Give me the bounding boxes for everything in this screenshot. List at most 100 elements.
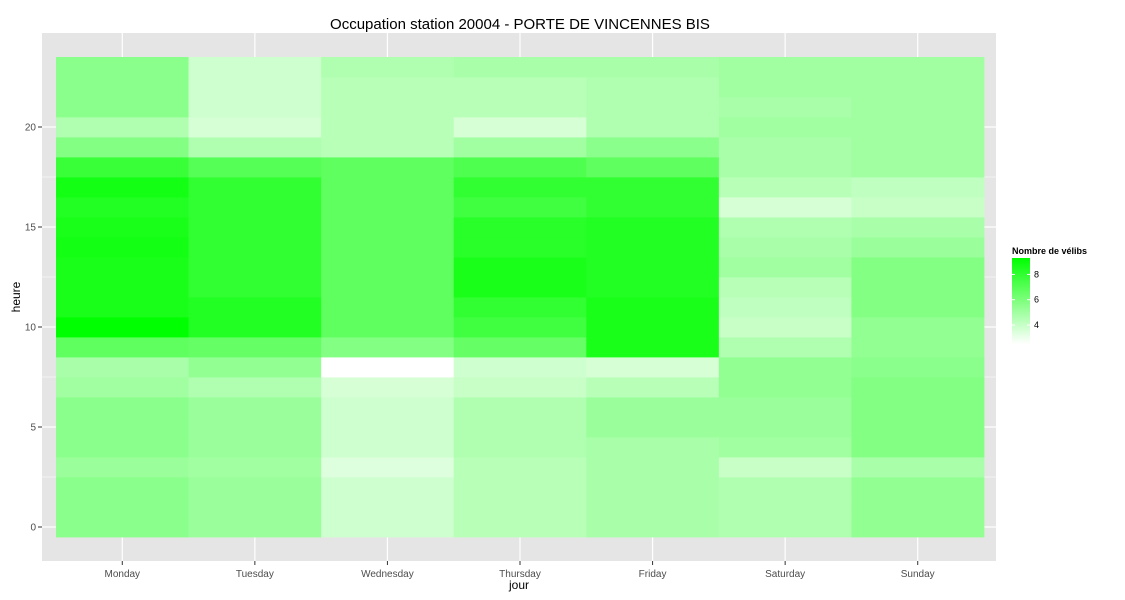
heatmap-cell [188,357,322,378]
heatmap-cell [453,257,587,278]
heatmap-cell [321,137,455,158]
y-tick-label: 10 [25,323,37,334]
heatmap-cell [188,217,322,238]
heatmap-cell [321,477,455,498]
heatmap-cell [851,197,985,218]
x-axis-title: jour [508,578,529,592]
heatmap-cell [321,497,455,518]
heatmap-cell [56,217,189,238]
heatmap-cell [188,257,322,278]
heatmap-cell [188,397,322,418]
heatmap-cell [851,137,985,158]
heatmap-cell [56,157,189,178]
heatmap-cell [851,117,985,138]
y-tick-label: 0 [30,523,36,534]
heatmap-cell [718,397,852,418]
legend: Nombre de vélibs 4 6 8 [1012,246,1087,344]
heatmap-cell [321,157,455,178]
heatmap-cell [188,457,322,478]
heatmap-cell [56,317,189,338]
heatmap-cell [453,177,587,198]
heatmap-cell [851,257,985,278]
heatmap-cell [453,457,587,478]
heatmap-cell [718,197,852,218]
heatmap-cell [718,437,852,458]
legend-colorbar [1012,258,1030,344]
heatmap-cell [188,477,322,498]
heatmap-cell [851,417,985,438]
heatmap-cell [56,377,189,398]
heatmap-cell [586,257,720,278]
heatmap-cell [586,457,720,478]
heatmap-cell [718,157,852,178]
heatmap-cell [851,397,985,418]
heatmap-cell [56,517,189,538]
heatmap-cell [586,477,720,498]
heatmap-cell [56,197,189,218]
heatmap-cell [718,517,852,538]
heatmap-cell [56,57,189,78]
heatmap-cell [718,357,852,378]
heatmap-cell [586,297,720,318]
heatmap-cell [453,277,587,298]
heatmap-cell [56,97,189,118]
heatmap-cell [56,277,189,298]
heatmap-cell [321,337,455,358]
heatmap-cell [586,517,720,538]
heatmap-cell [851,157,985,178]
heatmap-cell [718,297,852,318]
heatmap-cell [188,97,322,118]
x-tick-label: Friday [639,569,667,580]
heatmap-cell [453,137,587,158]
heatmap-cell [718,237,852,258]
heatmap-cell [453,297,587,318]
heatmap-cell [586,97,720,118]
heatmap-cell [188,117,322,138]
heatmap-cell [718,97,852,118]
heatmap-cell [321,317,455,338]
y-axis-title: heure [9,281,23,312]
heatmap-cell [188,137,322,158]
heatmap-cell [851,97,985,118]
y-tick-label: 15 [25,223,37,234]
heatmap-cell [321,77,455,98]
heatmap-cell [321,517,455,538]
heatmap-cell [453,197,587,218]
heatmap-cell [321,297,455,318]
chart-title: Occupation station 20004 - PORTE DE VINC… [330,16,710,33]
heatmap-cell [453,517,587,538]
x-tick-label: Tuesday [236,569,274,580]
heatmap-cell [321,277,455,298]
heatmap-cell [321,457,455,478]
heatmap-cell [851,77,985,98]
x-tick-label: Thursday [499,569,541,580]
heatmap-cell [718,57,852,78]
heatmap-cell [321,97,455,118]
heatmap-cell [188,317,322,338]
heatmap-cell [851,437,985,458]
heatmap-cell [321,437,455,458]
heatmap-cell [56,437,189,458]
heatmap-cell [188,177,322,198]
legend-title: Nombre de vélibs [1012,246,1087,256]
heatmap-cell [718,117,852,138]
heatmap-cell [188,237,322,258]
heatmap-cell [453,97,587,118]
heatmap-cell [718,337,852,358]
heatmap-cell [851,297,985,318]
heatmap-cell [321,417,455,438]
heatmap-cell [718,377,852,398]
heatmap-cell [586,337,720,358]
heatmap-cell [188,337,322,358]
heatmap-cell [851,57,985,78]
heatmap-cell [321,377,455,398]
heatmap-cell [321,357,455,378]
heatmap-cell [718,497,852,518]
heatmap-cell [586,57,720,78]
heatmap-cell [188,77,322,98]
heatmap-cell [453,317,587,338]
heatmap-cell [453,57,587,78]
heatmap-cell [321,217,455,238]
heatmap-cell [586,317,720,338]
